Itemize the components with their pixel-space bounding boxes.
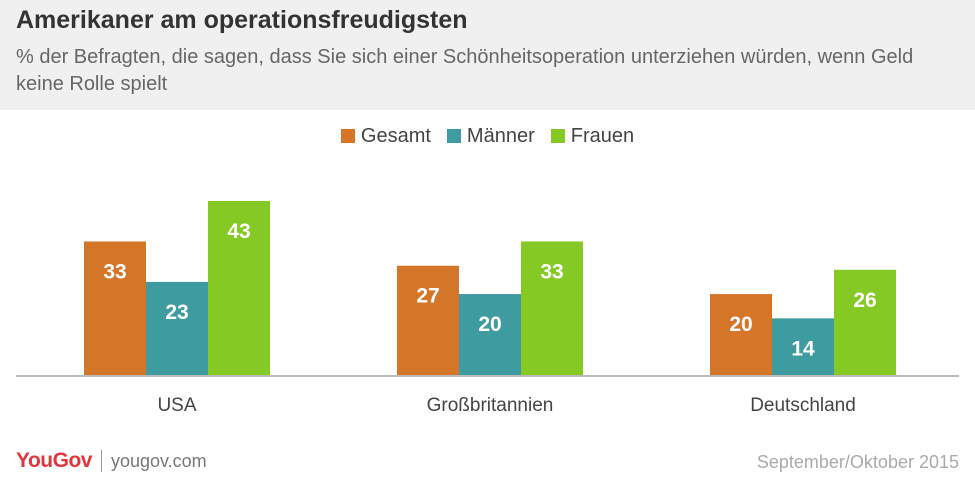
- chart-subtitle: % der Befragten, die sagen, dass Sie sic…: [16, 46, 914, 95]
- chart-header: Amerikaner am operationsfreudigsten % de…: [0, 0, 975, 110]
- data-label: 27: [416, 285, 439, 308]
- data-label: 23: [165, 301, 188, 324]
- footer-divider: [100, 450, 102, 472]
- data-label: 43: [227, 220, 250, 243]
- bar-1-2: [521, 241, 583, 375]
- legend-label: Frauen: [570, 125, 635, 147]
- bar-0-0: [84, 241, 146, 375]
- legend-label: Gesamt: [360, 125, 431, 147]
- footer-brand: YouGov yougov.com: [16, 449, 207, 473]
- data-label: 26: [853, 289, 876, 312]
- data-label: 33: [103, 260, 126, 283]
- bar-2-1: [772, 318, 834, 375]
- category-label: Deutschland: [750, 395, 856, 416]
- bar-2-2: [834, 269, 896, 375]
- bar-0-1: [146, 281, 208, 375]
- data-label: 14: [791, 337, 815, 360]
- chart-legend: Gesamt Männer Frauen: [0, 125, 975, 148]
- bar-2-0: [710, 294, 772, 375]
- legend-item-2: Frauen: [550, 125, 635, 148]
- legend-swatch: [446, 129, 461, 143]
- category-label: USA: [157, 395, 196, 416]
- yougov-logo: YouGov: [16, 449, 92, 472]
- bar-1-0: [397, 265, 459, 375]
- data-label: 33: [540, 260, 563, 283]
- legend-swatch: [340, 129, 355, 143]
- footer-date: September/Oktober 2015: [756, 452, 959, 472]
- bar-0-2: [208, 201, 270, 375]
- legend-item-0: Gesamt: [340, 125, 431, 148]
- legend-label: Männer: [466, 125, 535, 147]
- legend-swatch: [550, 129, 565, 143]
- data-label: 20: [478, 313, 501, 336]
- bar-1-1: [459, 294, 521, 375]
- footer-url[interactable]: yougov.com: [110, 450, 207, 471]
- chart-title: Amerikaner am operationsfreudigsten: [16, 6, 468, 34]
- legend-item-1: Männer: [446, 125, 535, 148]
- data-label: 20: [729, 313, 752, 336]
- category-label: Großbritannien: [427, 395, 554, 416]
